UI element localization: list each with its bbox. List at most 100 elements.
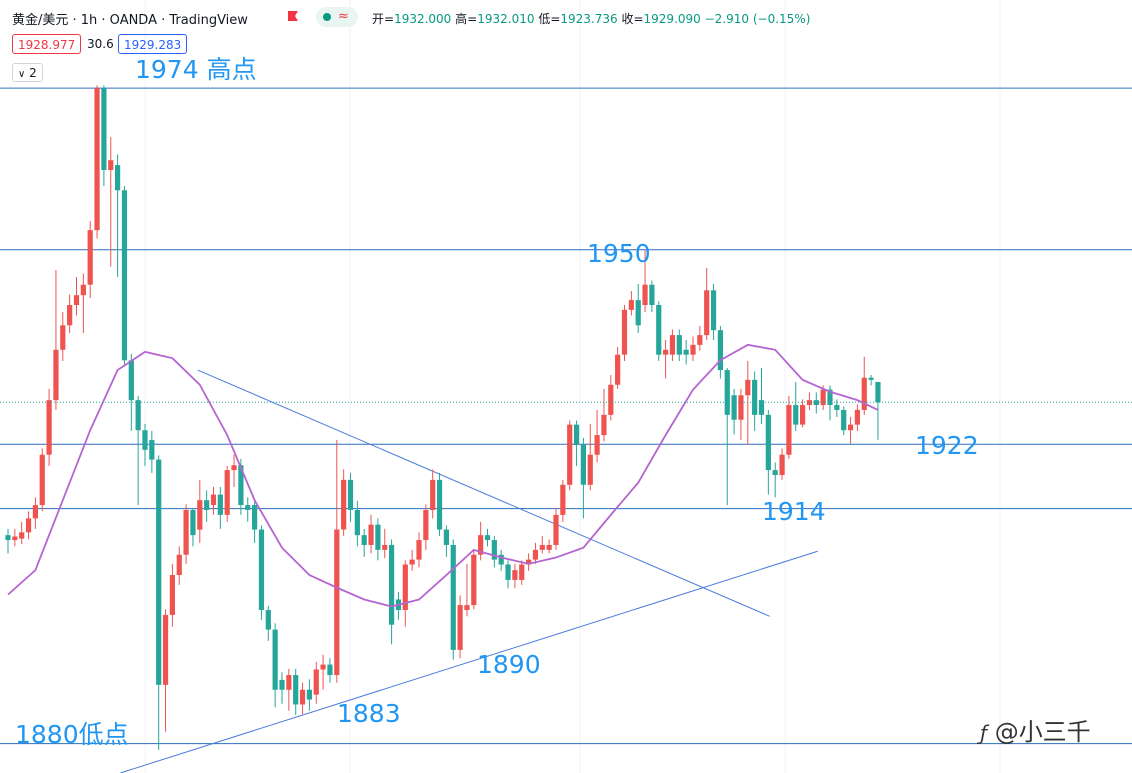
ohlc-label: 低= (538, 12, 561, 26)
candle-body (635, 300, 641, 326)
candle-body (80, 284, 86, 296)
candle-body (656, 305, 662, 355)
candle-body (519, 564, 525, 580)
candle-body (94, 88, 100, 231)
candle-body (676, 335, 682, 355)
candle-body (286, 675, 292, 690)
candle-body (299, 689, 306, 705)
candle-body (861, 377, 867, 410)
candle-body (368, 524, 374, 545)
candle-body (176, 554, 182, 576)
candle-body (25, 518, 32, 533)
ohlc-label: 收= (621, 12, 644, 26)
candle-body (46, 400, 52, 455)
symbol-title[interactable]: 黄金/美元 · 1h · OANDA · TradingView (12, 13, 248, 28)
chevron: ∨ (18, 69, 26, 80)
candle-body (601, 414, 607, 436)
candle-body (430, 479, 436, 510)
candle-body (594, 435, 600, 455)
candle-body (491, 540, 497, 560)
candle-body (101, 88, 107, 170)
candle-body (341, 479, 347, 530)
candle-body (258, 529, 265, 611)
candle-body (252, 505, 258, 530)
candle-body (231, 465, 237, 471)
candle-body (505, 564, 511, 580)
indicator-toggle[interactable]: ∨ 2 (12, 63, 43, 82)
indicator-count: 2 (29, 66, 37, 80)
candle-body (293, 675, 299, 705)
candle-body (375, 524, 381, 550)
candle-body (265, 610, 271, 630)
candle-body (498, 554, 504, 565)
candle-body (450, 544, 456, 650)
candle-body (217, 494, 223, 515)
candle-body (402, 564, 408, 611)
candle-body (526, 559, 532, 565)
candle-body (710, 290, 717, 331)
candle-body (156, 459, 162, 685)
candle-body (12, 536, 18, 541)
candle-body (608, 384, 614, 415)
candle-body (827, 389, 833, 406)
candle-body (758, 400, 765, 415)
candle-body (580, 444, 586, 485)
candle-body (245, 505, 251, 510)
candle-body (875, 381, 881, 403)
candle-body (786, 405, 792, 455)
annotation: 1890 (477, 650, 541, 679)
candle-body (423, 509, 429, 541)
trendline (197, 369, 770, 617)
candle-body (717, 330, 723, 371)
candle-body (32, 505, 38, 519)
candle-body (334, 529, 340, 676)
candle-body (115, 165, 121, 191)
candle-body (361, 535, 367, 545)
candle-body (87, 230, 93, 285)
ask-button[interactable]: 1929.283 (118, 34, 188, 54)
candle-body (841, 409, 847, 431)
candle-body (19, 532, 25, 539)
bid-button[interactable]: 1928.977 (12, 34, 82, 54)
candle-body (484, 535, 491, 541)
ohlc-value: 1932.010 (477, 12, 535, 26)
candle-body (121, 190, 128, 361)
candle-body (354, 509, 360, 536)
annotation: 1914 (762, 497, 826, 526)
candle-body (649, 284, 655, 306)
candle-body (560, 484, 566, 515)
watermark-icon: ƒ (980, 721, 988, 745)
ohlc-value: 1929.090 (643, 12, 701, 26)
candle-body (306, 689, 312, 700)
candle-body (210, 494, 217, 506)
candle-body (272, 629, 278, 690)
ohlc-value: 1923.736 (560, 12, 618, 26)
candle-body (793, 405, 799, 425)
candle-body (142, 430, 148, 450)
candle-body (669, 335, 676, 355)
candle-body (204, 500, 210, 510)
candle-body (779, 454, 785, 475)
candle-body (108, 160, 114, 170)
watermark-text: @小三千 (994, 718, 1091, 746)
candle-body (621, 309, 628, 355)
annotation: 1883 (337, 699, 401, 728)
candle-body (457, 605, 463, 650)
ohlc-readout: 开=1932.000 高=1932.010 低=1923.736 收=1929.… (372, 10, 810, 27)
candle-body (169, 575, 175, 615)
status-pill[interactable]: ≈ (316, 7, 358, 27)
candle-body (149, 440, 155, 460)
candle-body (478, 535, 484, 555)
candle-body (847, 424, 854, 431)
candle-body (436, 479, 443, 530)
candle-body (464, 605, 470, 611)
ohlc-value: 1932.000 (394, 12, 452, 26)
flag-shape (288, 11, 298, 21)
candle-body (162, 614, 169, 685)
candle-body (546, 544, 552, 550)
flag-icon[interactable] (286, 10, 300, 24)
candle-body (745, 379, 751, 396)
candle-body (443, 529, 449, 545)
candle-body (389, 544, 395, 625)
watermark: ƒ @小三千 (980, 712, 1091, 747)
